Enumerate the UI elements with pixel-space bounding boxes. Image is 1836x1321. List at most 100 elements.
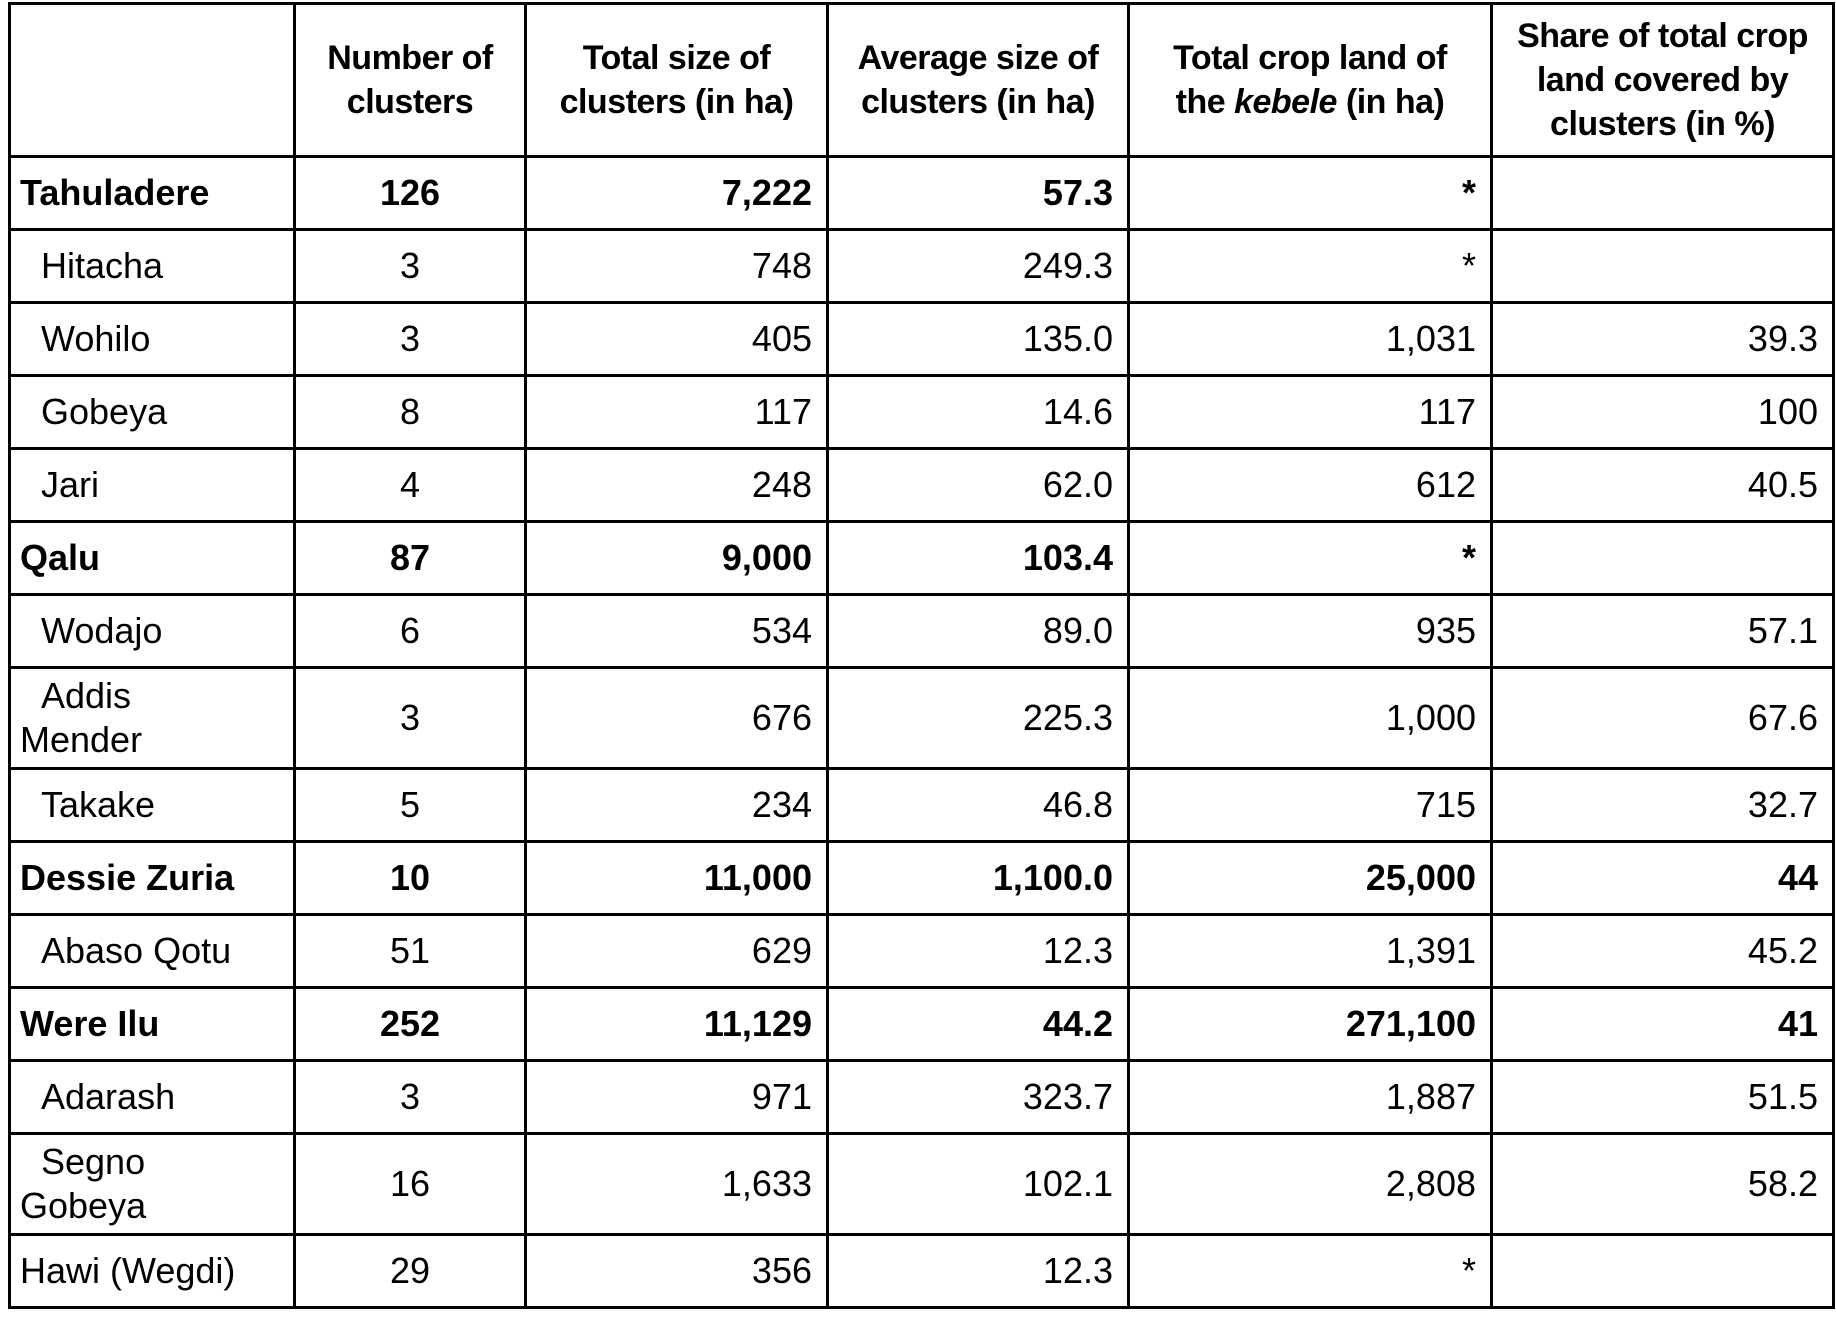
cell-total-size: 356 xyxy=(524,1233,829,1309)
cell-kebele-crop-land: 1,391 xyxy=(1127,913,1493,989)
cell-kebele-crop-land: 271,100 xyxy=(1127,986,1493,1062)
cell-avg-size: 14.6 xyxy=(826,374,1130,450)
cell-total-size: 234 xyxy=(524,767,829,843)
cell-kebele-crop-land: 2,808 xyxy=(1127,1132,1493,1236)
col-header-share-covered: Share of total crop land covered by clus… xyxy=(1490,2,1835,158)
cell-avg-size: 46.8 xyxy=(826,767,1130,843)
cell-total-size: 11,129 xyxy=(524,986,829,1062)
cell-name: Adarash xyxy=(8,1059,296,1135)
cell-clusters: 8 xyxy=(293,374,527,450)
row-dessie-zuria: Dessie Zuria 10 11,000 1,100.0 25,000 44 xyxy=(8,840,1835,916)
cell-share: 45.2 xyxy=(1490,913,1835,989)
cell-total-size: 676 xyxy=(524,666,829,770)
cell-name: Wohilo xyxy=(8,301,296,377)
cell-name: Addis Mender xyxy=(8,666,296,770)
cell-kebele-crop-land: 1,031 xyxy=(1127,301,1493,377)
cell-share: 39.3 xyxy=(1490,301,1835,377)
cell-kebele-crop-land: 117 xyxy=(1127,374,1493,450)
header-row: Number of clusters Total size of cluster… xyxy=(8,2,1835,158)
cell-avg-size: 1,100.0 xyxy=(826,840,1130,916)
cell-avg-size: 135.0 xyxy=(826,301,1130,377)
cell-avg-size: 323.7 xyxy=(826,1059,1130,1135)
cell-name: Hawi (Wegdi) xyxy=(8,1233,296,1309)
row-hitacha: Hitacha 3 748 249.3 * xyxy=(8,228,1835,304)
cell-share xyxy=(1490,1233,1835,1309)
col-header-total-size: Total size of clusters (in ha) xyxy=(524,2,829,158)
cell-kebele-crop-land: 612 xyxy=(1127,447,1493,523)
cell-avg-size: 57.3 xyxy=(826,155,1130,231)
row-wohilo: Wohilo 3 405 135.0 1,031 39.3 xyxy=(8,301,1835,377)
cell-avg-size: 44.2 xyxy=(826,986,1130,1062)
cell-share xyxy=(1490,228,1835,304)
cell-total-size: 248 xyxy=(524,447,829,523)
cell-kebele-crop-land: 25,000 xyxy=(1127,840,1493,916)
cell-share: 41 xyxy=(1490,986,1835,1062)
cell-total-size: 971 xyxy=(524,1059,829,1135)
cell-share: 58.2 xyxy=(1490,1132,1835,1236)
cell-share xyxy=(1490,155,1835,231)
cell-avg-size: 12.3 xyxy=(826,1233,1130,1309)
row-hawi-wegdi: Hawi (Wegdi) 29 356 12.3 * xyxy=(8,1233,1835,1309)
row-abaso-qotu: Abaso Qotu 51 629 12.3 1,391 45.2 xyxy=(8,913,1835,989)
cell-clusters: 3 xyxy=(293,1059,527,1135)
cell-clusters: 252 xyxy=(293,986,527,1062)
cell-name: Tahuladere xyxy=(8,155,296,231)
cluster-size-table: Number of clusters Total size of cluster… xyxy=(8,2,1835,1309)
cell-clusters: 51 xyxy=(293,913,527,989)
cell-clusters: 3 xyxy=(293,666,527,770)
cell-total-size: 7,222 xyxy=(524,155,829,231)
cell-name: Abaso Qotu xyxy=(8,913,296,989)
cell-name: Jari xyxy=(8,447,296,523)
cell-kebele-crop-land: 1,000 xyxy=(1127,666,1493,770)
row-wodajo: Wodajo 6 534 89.0 935 57.1 xyxy=(8,593,1835,669)
cell-total-size: 1,633 xyxy=(524,1132,829,1236)
cell-clusters: 16 xyxy=(293,1132,527,1236)
row-adarash: Adarash 3 971 323.7 1,887 51.5 xyxy=(8,1059,1835,1135)
cell-avg-size: 102.1 xyxy=(826,1132,1130,1236)
cell-share: 32.7 xyxy=(1490,767,1835,843)
cell-clusters: 4 xyxy=(293,447,527,523)
cell-avg-size: 103.4 xyxy=(826,520,1130,596)
cell-total-size: 9,000 xyxy=(524,520,829,596)
kebele-italic-term: kebele xyxy=(1234,83,1337,121)
cell-clusters: 29 xyxy=(293,1233,527,1309)
cell-avg-size: 62.0 xyxy=(826,447,1130,523)
cell-total-size: 629 xyxy=(524,913,829,989)
cell-share xyxy=(1490,520,1835,596)
row-jari: Jari 4 248 62.0 612 40.5 xyxy=(8,447,1835,523)
cell-name: Dessie Zuria xyxy=(8,840,296,916)
cell-clusters: 87 xyxy=(293,520,527,596)
cell-total-size: 405 xyxy=(524,301,829,377)
cell-share: 57.1 xyxy=(1490,593,1835,669)
row-qalu: Qalu 87 9,000 103.4 * xyxy=(8,520,1835,596)
cell-kebele-crop-land: 935 xyxy=(1127,593,1493,669)
cell-name: Wodajo xyxy=(8,593,296,669)
cell-total-size: 11,000 xyxy=(524,840,829,916)
cell-share: 40.5 xyxy=(1490,447,1835,523)
cell-share: 51.5 xyxy=(1490,1059,1835,1135)
row-gobeya: Gobeya 8 117 14.6 117 100 xyxy=(8,374,1835,450)
cell-total-size: 534 xyxy=(524,593,829,669)
col-header-kebele-crop-land: Total crop land of the kebele (in ha) xyxy=(1127,2,1493,158)
cell-clusters: 3 xyxy=(293,228,527,304)
cell-share: 67.6 xyxy=(1490,666,1835,770)
cell-clusters: 126 xyxy=(293,155,527,231)
cell-kebele-crop-land: * xyxy=(1127,228,1493,304)
cell-kebele-crop-land: * xyxy=(1127,155,1493,231)
cell-share: 44 xyxy=(1490,840,1835,916)
row-segno-gobeya: Segno Gobeya 16 1,633 102.1 2,808 58.2 xyxy=(8,1132,1835,1236)
cell-name: Were Ilu xyxy=(8,986,296,1062)
cell-kebele-crop-land: * xyxy=(1127,520,1493,596)
cell-total-size: 748 xyxy=(524,228,829,304)
cell-name: Takake xyxy=(8,767,296,843)
cell-share: 100 xyxy=(1490,374,1835,450)
col-header-number-of-clusters: Number of clusters xyxy=(293,2,527,158)
cell-kebele-crop-land: 715 xyxy=(1127,767,1493,843)
cell-clusters: 3 xyxy=(293,301,527,377)
row-were-ilu: Were Ilu 252 11,129 44.2 271,100 41 xyxy=(8,986,1835,1062)
cell-avg-size: 12.3 xyxy=(826,913,1130,989)
cell-clusters: 6 xyxy=(293,593,527,669)
row-tahuladere: Tahuladere 126 7,222 57.3 * xyxy=(8,155,1835,231)
cell-avg-size: 225.3 xyxy=(826,666,1130,770)
cell-kebele-crop-land: * xyxy=(1127,1233,1493,1309)
